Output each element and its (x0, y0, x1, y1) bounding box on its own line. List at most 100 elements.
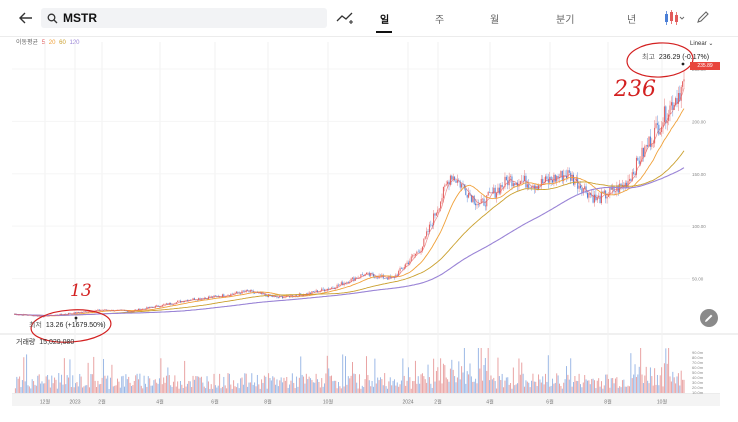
high-price-value: 236.29 (-0.17%) (658, 54, 710, 61)
back-button[interactable] (16, 8, 36, 28)
candle-body (231, 293, 233, 295)
candle-body (372, 274, 374, 277)
candle-body (405, 264, 407, 268)
candle-body (332, 287, 334, 289)
candle-body (417, 251, 419, 253)
volume-bar (431, 387, 433, 393)
volume-bar (396, 382, 398, 393)
volume-bar (637, 374, 639, 393)
volume-bar (231, 388, 233, 393)
tab-year[interactable]: 년 (627, 15, 637, 26)
scale-selector[interactable]: Linear ⌄ (690, 40, 713, 47)
draw-fab-button[interactable] (700, 309, 718, 327)
tab-quarter[interactable]: 분기 (556, 15, 575, 26)
candle-body (435, 213, 437, 216)
volume-bar (352, 362, 353, 393)
volume-bar (614, 378, 616, 393)
symbol-input[interactable] (63, 11, 303, 25)
volume-bar (498, 376, 500, 393)
candle-body (164, 304, 166, 305)
volume-bar (24, 381, 26, 393)
time-axis-label: 6월 (546, 399, 554, 406)
volume-bar (421, 373, 423, 393)
candle-body (338, 284, 340, 286)
volume-bar (329, 376, 331, 393)
candle-body (161, 304, 163, 307)
price-chart[interactable]: 12월20232월4월6월8월10월20242월4월6월8월10월250.002… (0, 36, 738, 422)
volume-bar (603, 385, 605, 393)
candle-body (185, 300, 187, 302)
candle-body (273, 296, 275, 298)
candle-body (480, 198, 482, 203)
pencil-icon (697, 11, 709, 23)
volume-bar (55, 379, 57, 393)
candle-body (186, 300, 188, 302)
volume-bar (665, 348, 667, 393)
volume-bar (321, 378, 323, 393)
volume-bar (97, 380, 99, 393)
volume-bar (191, 387, 193, 393)
symbol-search[interactable] (41, 8, 327, 28)
volume-bar (416, 383, 418, 393)
volume-bar (129, 382, 131, 393)
volume-bar (170, 385, 172, 393)
candle-body (666, 120, 668, 124)
chart-type-button[interactable] (336, 9, 354, 27)
candle-body (157, 305, 159, 307)
volume-bar (628, 386, 630, 393)
volume-bar (135, 375, 137, 393)
volume-bar (273, 377, 275, 393)
volume-bar (427, 364, 429, 393)
volume-bar (143, 375, 145, 393)
volume-bar (574, 376, 576, 393)
volume-bar (111, 364, 113, 393)
candle-body (679, 93, 681, 101)
volume-bar (27, 385, 29, 393)
scale-label: Linear (690, 41, 707, 47)
candle-body (389, 276, 391, 278)
volume-bar (79, 373, 81, 393)
high-price-label: 최고 (642, 54, 655, 61)
line-chart-icon (336, 12, 353, 24)
volume-bar (375, 383, 377, 393)
volume-bar (275, 384, 277, 393)
volume-bar (438, 380, 440, 393)
tab-month[interactable]: 월 (490, 15, 500, 26)
candle-body (606, 196, 608, 199)
candle-body (665, 106, 667, 124)
candle-body (149, 306, 151, 308)
tab-day[interactable]: 일 (380, 15, 390, 26)
tab-week[interactable]: 주 (435, 15, 445, 26)
volume-bar (573, 382, 574, 393)
volume-bar (84, 385, 86, 393)
volume-bar (333, 380, 335, 393)
volume-bar (149, 378, 151, 393)
volume-bar (186, 383, 188, 393)
volume-bar (442, 363, 444, 393)
candle-body (403, 267, 405, 269)
candle-body (212, 296, 214, 298)
volume-bar (182, 387, 184, 393)
candle-body (363, 274, 365, 276)
volume-axis-label: 30.0m (692, 380, 704, 385)
volume-bar (428, 377, 430, 393)
candle-body (421, 246, 423, 251)
volume-bar (178, 388, 180, 393)
draw-tool-button[interactable] (696, 10, 710, 24)
volume-bar (340, 388, 342, 393)
volume-bar (235, 387, 237, 393)
candle-body (472, 195, 474, 202)
volume-axis-label: 60.0m (692, 365, 704, 370)
volume-bar (619, 386, 621, 393)
candle-body (448, 181, 450, 185)
volume-bar (256, 374, 258, 393)
candle-style-button[interactable] (663, 9, 685, 27)
volume-bar (318, 382, 320, 393)
volume-bar (270, 380, 272, 393)
candle-body (321, 288, 323, 291)
volume-bar (133, 380, 135, 393)
volume-bar (198, 376, 200, 393)
volume-bar (448, 381, 450, 393)
candle-body (414, 253, 416, 256)
candle-body (628, 179, 630, 181)
